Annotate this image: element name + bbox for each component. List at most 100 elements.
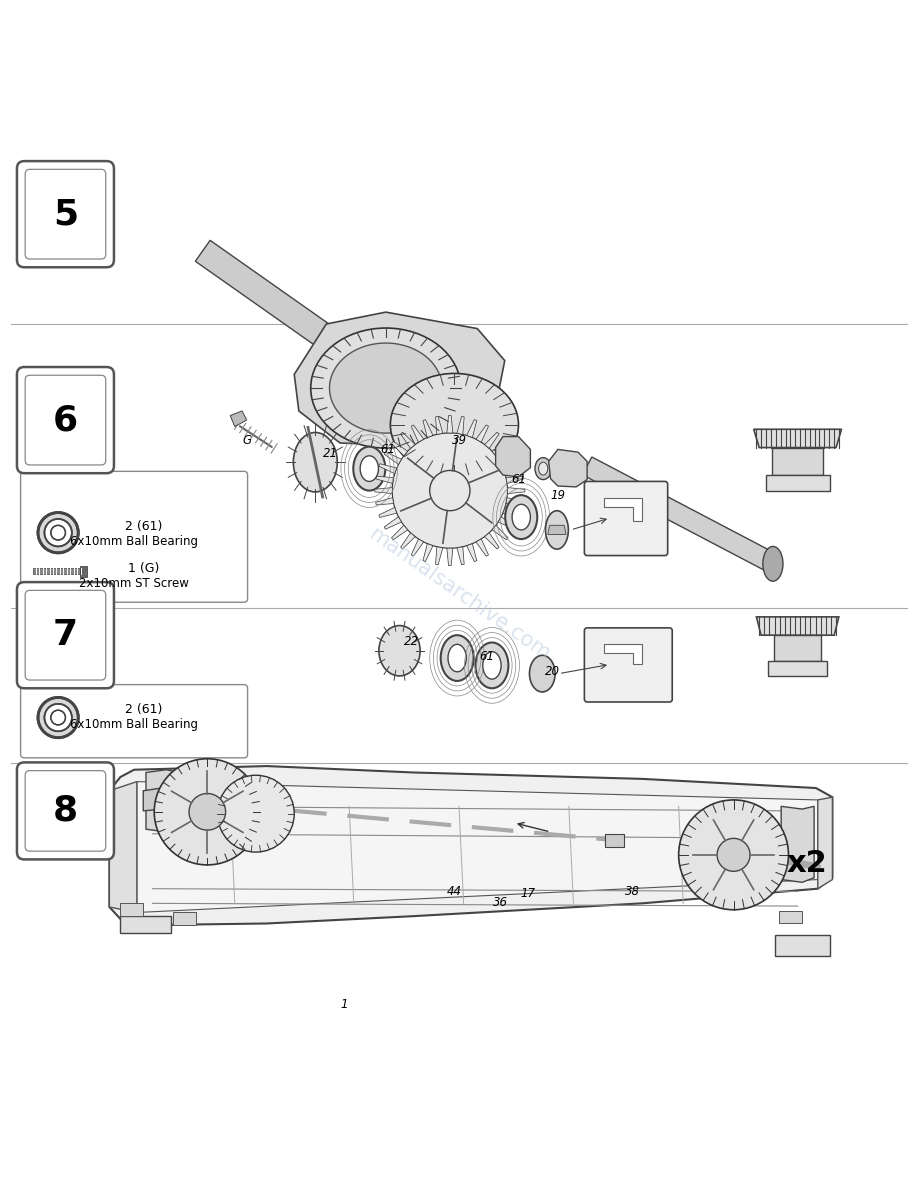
Circle shape [44,519,72,546]
FancyBboxPatch shape [17,763,114,859]
Polygon shape [423,419,433,437]
Polygon shape [230,411,247,426]
Polygon shape [498,451,516,465]
Polygon shape [423,544,433,562]
Text: 38: 38 [625,885,641,898]
Text: 8: 8 [53,794,78,828]
FancyBboxPatch shape [585,628,672,702]
Polygon shape [137,782,818,912]
Ellipse shape [476,643,509,688]
Polygon shape [549,449,588,487]
Ellipse shape [530,656,555,691]
Ellipse shape [390,373,519,476]
Polygon shape [379,463,397,474]
Polygon shape [768,661,827,676]
Bar [174,912,196,925]
Ellipse shape [505,495,537,539]
Text: 36: 36 [493,896,508,909]
Polygon shape [492,442,509,456]
Circle shape [38,697,78,738]
Polygon shape [818,797,833,889]
Polygon shape [485,432,499,448]
Text: 21: 21 [323,447,339,460]
Bar [33,568,84,574]
FancyBboxPatch shape [20,472,248,602]
Polygon shape [109,782,137,912]
Text: manualsarchive.com: manualsarchive.com [364,524,554,664]
Polygon shape [506,498,524,505]
Polygon shape [375,476,394,484]
Polygon shape [196,240,333,348]
Polygon shape [756,617,839,636]
Polygon shape [457,417,465,435]
Polygon shape [400,532,415,549]
Text: 19: 19 [551,488,565,501]
FancyBboxPatch shape [25,375,106,465]
Ellipse shape [539,462,548,475]
Bar [80,565,87,576]
Text: 1 (G): 1 (G) [128,562,159,575]
Bar [606,834,623,847]
Polygon shape [503,463,521,474]
Text: 7: 7 [53,618,78,652]
Polygon shape [492,525,509,539]
Ellipse shape [353,447,386,491]
Ellipse shape [545,511,568,549]
Circle shape [38,512,78,552]
Polygon shape [466,544,476,562]
Polygon shape [774,636,822,661]
Bar [120,916,171,933]
Circle shape [44,703,72,732]
Polygon shape [508,487,525,493]
Polygon shape [109,766,833,925]
Circle shape [189,794,226,830]
Polygon shape [385,517,401,529]
Polygon shape [754,429,842,448]
Polygon shape [411,539,424,556]
Ellipse shape [535,457,552,480]
FancyBboxPatch shape [25,590,106,680]
Ellipse shape [763,546,783,581]
Text: 61: 61 [479,650,494,663]
Polygon shape [476,539,488,556]
Text: 6x10mm Ball Bearing: 6x10mm Ball Bearing [70,536,198,549]
Bar [775,935,830,955]
Polygon shape [506,476,524,484]
Text: 44: 44 [447,885,462,898]
Text: G: G [242,434,252,447]
Polygon shape [375,487,392,493]
FancyBboxPatch shape [17,367,114,473]
Polygon shape [582,457,775,571]
Ellipse shape [360,456,378,481]
Text: 2 (61): 2 (61) [125,703,162,716]
Polygon shape [485,532,499,549]
Ellipse shape [448,644,466,671]
Polygon shape [772,448,823,475]
FancyBboxPatch shape [20,684,248,758]
Text: 6: 6 [53,403,78,437]
Polygon shape [375,498,394,505]
Polygon shape [476,425,488,442]
Polygon shape [447,548,453,565]
Ellipse shape [512,505,531,530]
Polygon shape [295,312,505,448]
Text: 17: 17 [521,886,535,899]
Ellipse shape [294,432,337,492]
Circle shape [430,470,470,511]
Polygon shape [435,417,442,435]
Polygon shape [604,644,642,664]
Ellipse shape [310,328,461,448]
Text: 20: 20 [545,665,560,678]
FancyBboxPatch shape [17,162,114,267]
Polygon shape [385,451,401,465]
Polygon shape [391,442,408,456]
Bar [779,911,802,923]
Text: x2: x2 [787,849,827,878]
FancyBboxPatch shape [585,481,667,556]
Text: 1: 1 [341,998,348,1011]
Text: 6x10mm Ball Bearing: 6x10mm Ball Bearing [70,719,198,732]
Bar [120,903,143,916]
FancyBboxPatch shape [17,582,114,688]
Polygon shape [496,436,531,476]
Text: 2x10mm ST Screw: 2x10mm ST Screw [79,577,189,590]
